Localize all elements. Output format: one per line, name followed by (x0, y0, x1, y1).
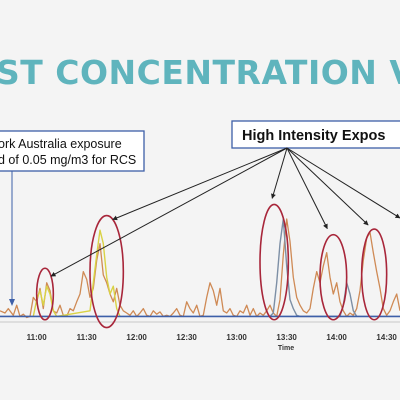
high-intensity-label: High Intensity Expos (242, 128, 385, 144)
series-layer (0, 218, 400, 319)
series-line-2 (269, 218, 358, 318)
callout-arrow-2 (112, 147, 288, 221)
arrow-layer (50, 147, 400, 277)
x-axis-label: Time (278, 345, 294, 352)
high-intensity-box (231, 120, 400, 149)
exposure-standard-line-2: d of 0.05 mg/m3 for RCS (0, 153, 136, 167)
x-tick-label: 12:00 (126, 333, 147, 342)
x-tick-label: 11:30 (77, 333, 98, 342)
callout-arrow-4 (286, 147, 328, 230)
x-tick-label: 14:30 (376, 333, 397, 342)
series-line-1 (0, 218, 400, 319)
highlight-ellipse-5 (360, 228, 388, 321)
x-tick-label: 11:00 (27, 333, 48, 342)
callout-arrow-1 (50, 147, 288, 277)
x-tick-labels: 11:00 11:30 12:00 12:30 13:00 13:30 14:00 14:30 (27, 333, 398, 342)
highlight-ellipse-3 (259, 203, 290, 321)
callout-arrow-3 (271, 147, 288, 199)
x-tick-label: 13:30 (276, 333, 297, 342)
exposure-standard-box (0, 130, 145, 172)
callout-arrow-5 (286, 147, 369, 226)
highlight-ellipse-1 (35, 267, 55, 321)
highlight-layer (35, 203, 388, 329)
highlight-ellipse-2 (89, 214, 125, 329)
exposure-standard-arrowhead (9, 299, 15, 306)
exposure-standard-line-1: ork Australia exposure (0, 137, 122, 151)
x-tick-label: 12:30 (176, 333, 197, 342)
callout-arrow-6 (286, 147, 400, 219)
highlight-ellipse-4 (319, 233, 348, 321)
x-tick-label: 14:00 (326, 333, 347, 342)
page-title: ST CONCENTRATION VS TI (0, 53, 400, 92)
x-tick-label: 13:00 (226, 333, 247, 342)
